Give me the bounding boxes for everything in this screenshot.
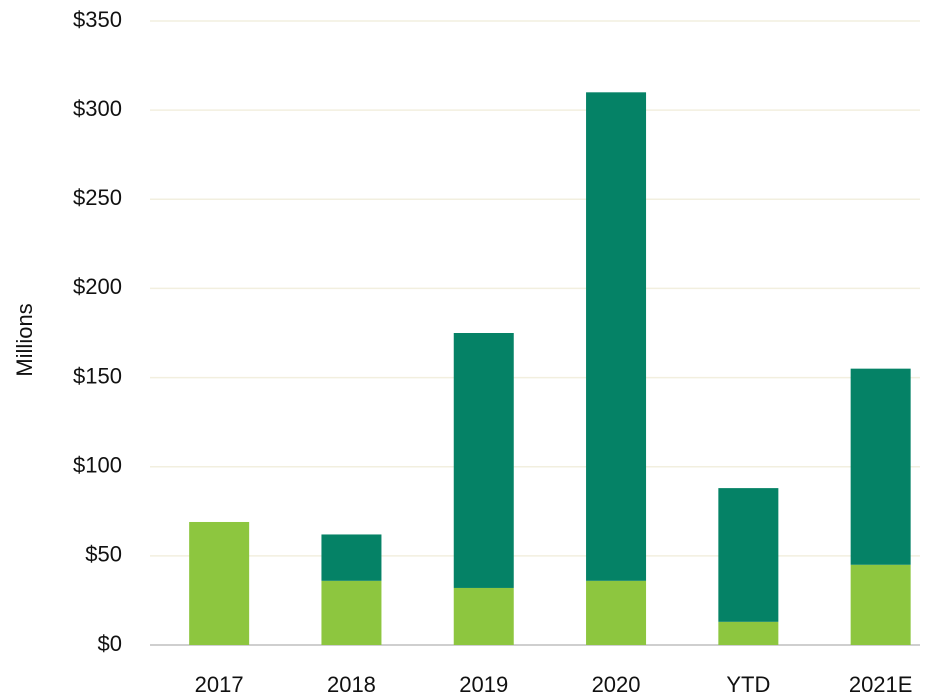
x-tick-label: 2021E [849, 672, 913, 697]
bar-segment [586, 92, 647, 581]
y-axis-label: Millions [12, 303, 37, 376]
y-tick-label: $250 [73, 185, 122, 210]
bar-segment [189, 521, 250, 645]
x-tick-label: 2019 [459, 672, 508, 697]
y-tick-label: $350 [73, 7, 122, 32]
bar-segment [850, 368, 911, 565]
bar-segment [718, 621, 779, 645]
bar-segment [586, 580, 647, 645]
x-tick-label: 2017 [195, 672, 244, 697]
bar-segment [321, 580, 382, 645]
x-tick-label: YTD [726, 672, 770, 697]
bar-segment [718, 488, 779, 622]
x-tick-label: 2018 [327, 672, 376, 697]
bar-segment [453, 333, 514, 588]
x-tick-label: 2020 [592, 672, 641, 697]
y-tick-label: $150 [73, 363, 122, 388]
y-tick-label: $300 [73, 96, 122, 121]
bar-segment [453, 587, 514, 645]
bar-segment [321, 534, 382, 581]
y-tick-label: $100 [73, 453, 122, 478]
y-tick-label: $200 [73, 274, 122, 299]
bar-segment [850, 564, 911, 645]
y-tick-label: $50 [85, 542, 122, 567]
y-tick-label: $0 [98, 631, 122, 656]
